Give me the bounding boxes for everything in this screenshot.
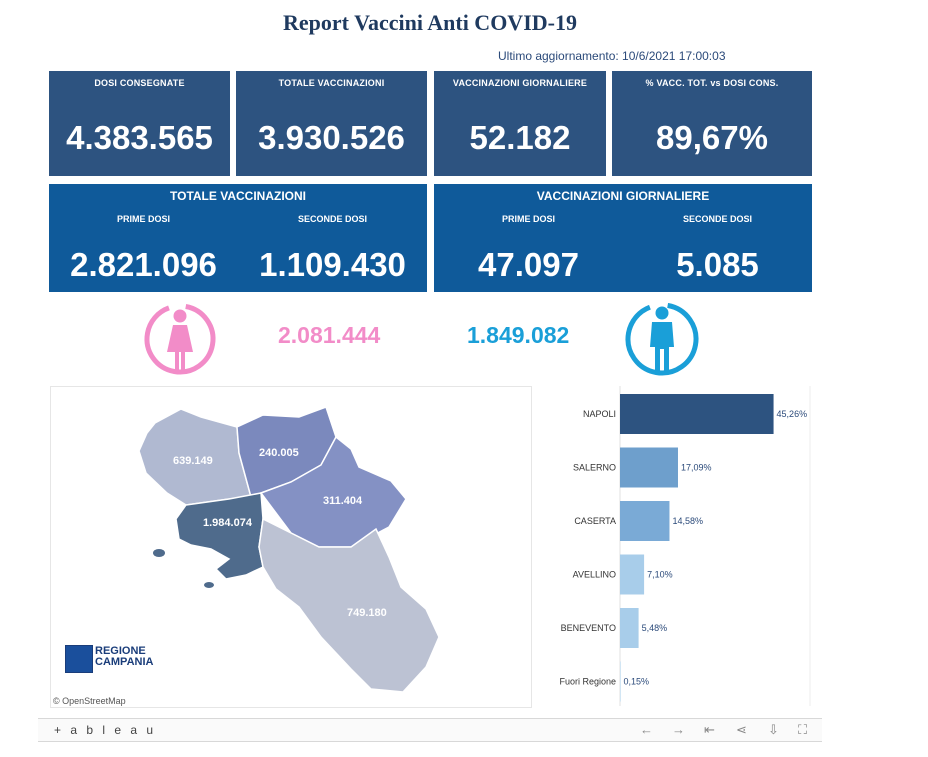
- tableau-logo[interactable]: + a b l e a u: [54, 723, 157, 737]
- undo-icon[interactable]: ←: [640, 722, 653, 737]
- kpi-value: 89,67%: [656, 119, 768, 156]
- panel-vaccinazioni-giornaliere: VACCINAZIONI GIORNALIERE PRIME DOSI SECO…: [434, 184, 812, 292]
- seconde-dosi-value: 1.109.430: [259, 246, 406, 283]
- island-ischia: [153, 549, 165, 557]
- seconde-dosi-label: SECONDE DOSI: [297, 214, 367, 224]
- seconde-dosi-label: SECONDE DOSI: [682, 214, 752, 224]
- female-count: 2.081.444: [278, 322, 381, 348]
- bar-caserta[interactable]: [620, 501, 670, 541]
- kpi-label: % VACC. TOT. vs DOSI CONS.: [645, 78, 779, 88]
- bar-value-label: 5,48%: [642, 623, 668, 633]
- bar-category-label: BENEVENTO: [561, 623, 616, 633]
- logo-text-line1: REGIONE: [95, 645, 146, 657]
- province-bar-chart: NAPOLI 45,26% SALERNO 17,09% CASERTA 14,58% AV…: [548, 386, 813, 708]
- regione-campania-logo: [65, 645, 93, 673]
- bar-napoli[interactable]: [620, 394, 774, 434]
- kpi-percentuale: % VACC. TOT. vs DOSI CONS. 89,67%: [612, 71, 812, 176]
- redo-icon[interactable]: →: [672, 722, 685, 737]
- panel-title: VACCINAZIONI GIORNALIERE: [536, 189, 710, 203]
- download-icon[interactable]: ⇩: [768, 722, 779, 737]
- bar-salerno[interactable]: [620, 447, 678, 488]
- female-icon: [144, 303, 216, 375]
- prime-dosi-value: 47.097: [478, 246, 579, 283]
- kpi-value: 52.182: [469, 119, 571, 156]
- kpi-totale-vaccinazioni: TOTALE VACCINAZIONI 3.930.526: [236, 71, 427, 176]
- kpi-vaccinazioni-giornaliere: VACCINAZIONI GIORNALIERE 52.182: [434, 71, 606, 176]
- map-svg: [138, 406, 440, 693]
- male-icon: [625, 302, 699, 376]
- bar-chart-svg: NAPOLI 45,26% SALERNO 17,09% CASERTA 14,58% AV…: [559, 386, 811, 706]
- bar-category-label: CASERTA: [574, 516, 616, 526]
- bar-category-label: AVELLINO: [573, 570, 616, 580]
- bar-value-label: 45,26%: [777, 409, 808, 419]
- island-capri: [204, 582, 214, 588]
- bar-benevento[interactable]: [620, 608, 639, 648]
- bar-category-label: SALERNO: [573, 463, 616, 473]
- bar-fuori-regione[interactable]: [620, 661, 621, 702]
- seconde-dosi-value: 5.085: [676, 246, 759, 283]
- kpi-value: 3.930.526: [258, 119, 405, 156]
- male-count: 1.849.082: [467, 322, 570, 348]
- kpi-label: VACCINAZIONI GIORNALIERE: [452, 78, 588, 88]
- kpi-dosi-consegnate: DOSI CONSEGNATE 4.383.565: [49, 71, 230, 176]
- panel-totale-vaccinazioni: TOTALE VACCINAZIONI PRIME DOSI SECONDE D…: [49, 184, 427, 292]
- bar-category-label: NAPOLI: [583, 409, 616, 419]
- region-napoli[interactable]: [175, 492, 264, 580]
- bar-category-label: Fuori Regione: [559, 677, 616, 687]
- bar-value-label: 7,10%: [647, 570, 673, 580]
- prime-dosi-label: PRIME DOSI: [501, 214, 555, 224]
- bar-avellino[interactable]: [620, 554, 645, 595]
- panel-title: TOTALE VACCINAZIONI: [170, 189, 306, 203]
- prime-dosi-value: 2.821.096: [70, 246, 217, 283]
- last-updated: Ultimo aggiornamento: 10/6/2021 17:00:03: [498, 49, 726, 63]
- bar-value-label: 14,58%: [672, 516, 703, 526]
- kpi-value: 4.383.565: [66, 119, 213, 156]
- map-label-napoli: 1.984.074: [203, 517, 252, 529]
- map-attribution[interactable]: © OpenStreetMap: [53, 696, 126, 706]
- revert-icon[interactable]: ⇤: [704, 722, 715, 737]
- kpi-label: DOSI CONSEGNATE: [94, 78, 185, 88]
- map-label-benevento: 240.005: [259, 447, 299, 459]
- map-label-salerno: 749.180: [347, 607, 387, 619]
- map-label-avellino: 311.404: [323, 495, 363, 507]
- share-icon[interactable]: ⋖: [736, 722, 747, 737]
- province-map[interactable]: 639.149 240.005 311.404 1.984.074 749.18…: [50, 386, 532, 708]
- logo-text-line2: CAMPANIA: [95, 656, 154, 668]
- region-salerno[interactable]: [258, 517, 440, 693]
- prime-dosi-label: PRIME DOSI: [116, 214, 170, 224]
- map-label-caserta: 639.149: [173, 455, 213, 467]
- bar-value-label: 17,09%: [681, 463, 712, 473]
- kpi-label: TOTALE VACCINAZIONI: [278, 78, 385, 88]
- bar-value-label: 0,15%: [624, 677, 650, 687]
- page-title: Report Vaccini Anti COVID-19: [283, 10, 577, 35]
- tableau-toolbar: + a b l e a u ← → ⇤ ⋖ ⇩ ⛶: [38, 718, 822, 742]
- fullscreen-icon[interactable]: ⛶: [798, 722, 808, 737]
